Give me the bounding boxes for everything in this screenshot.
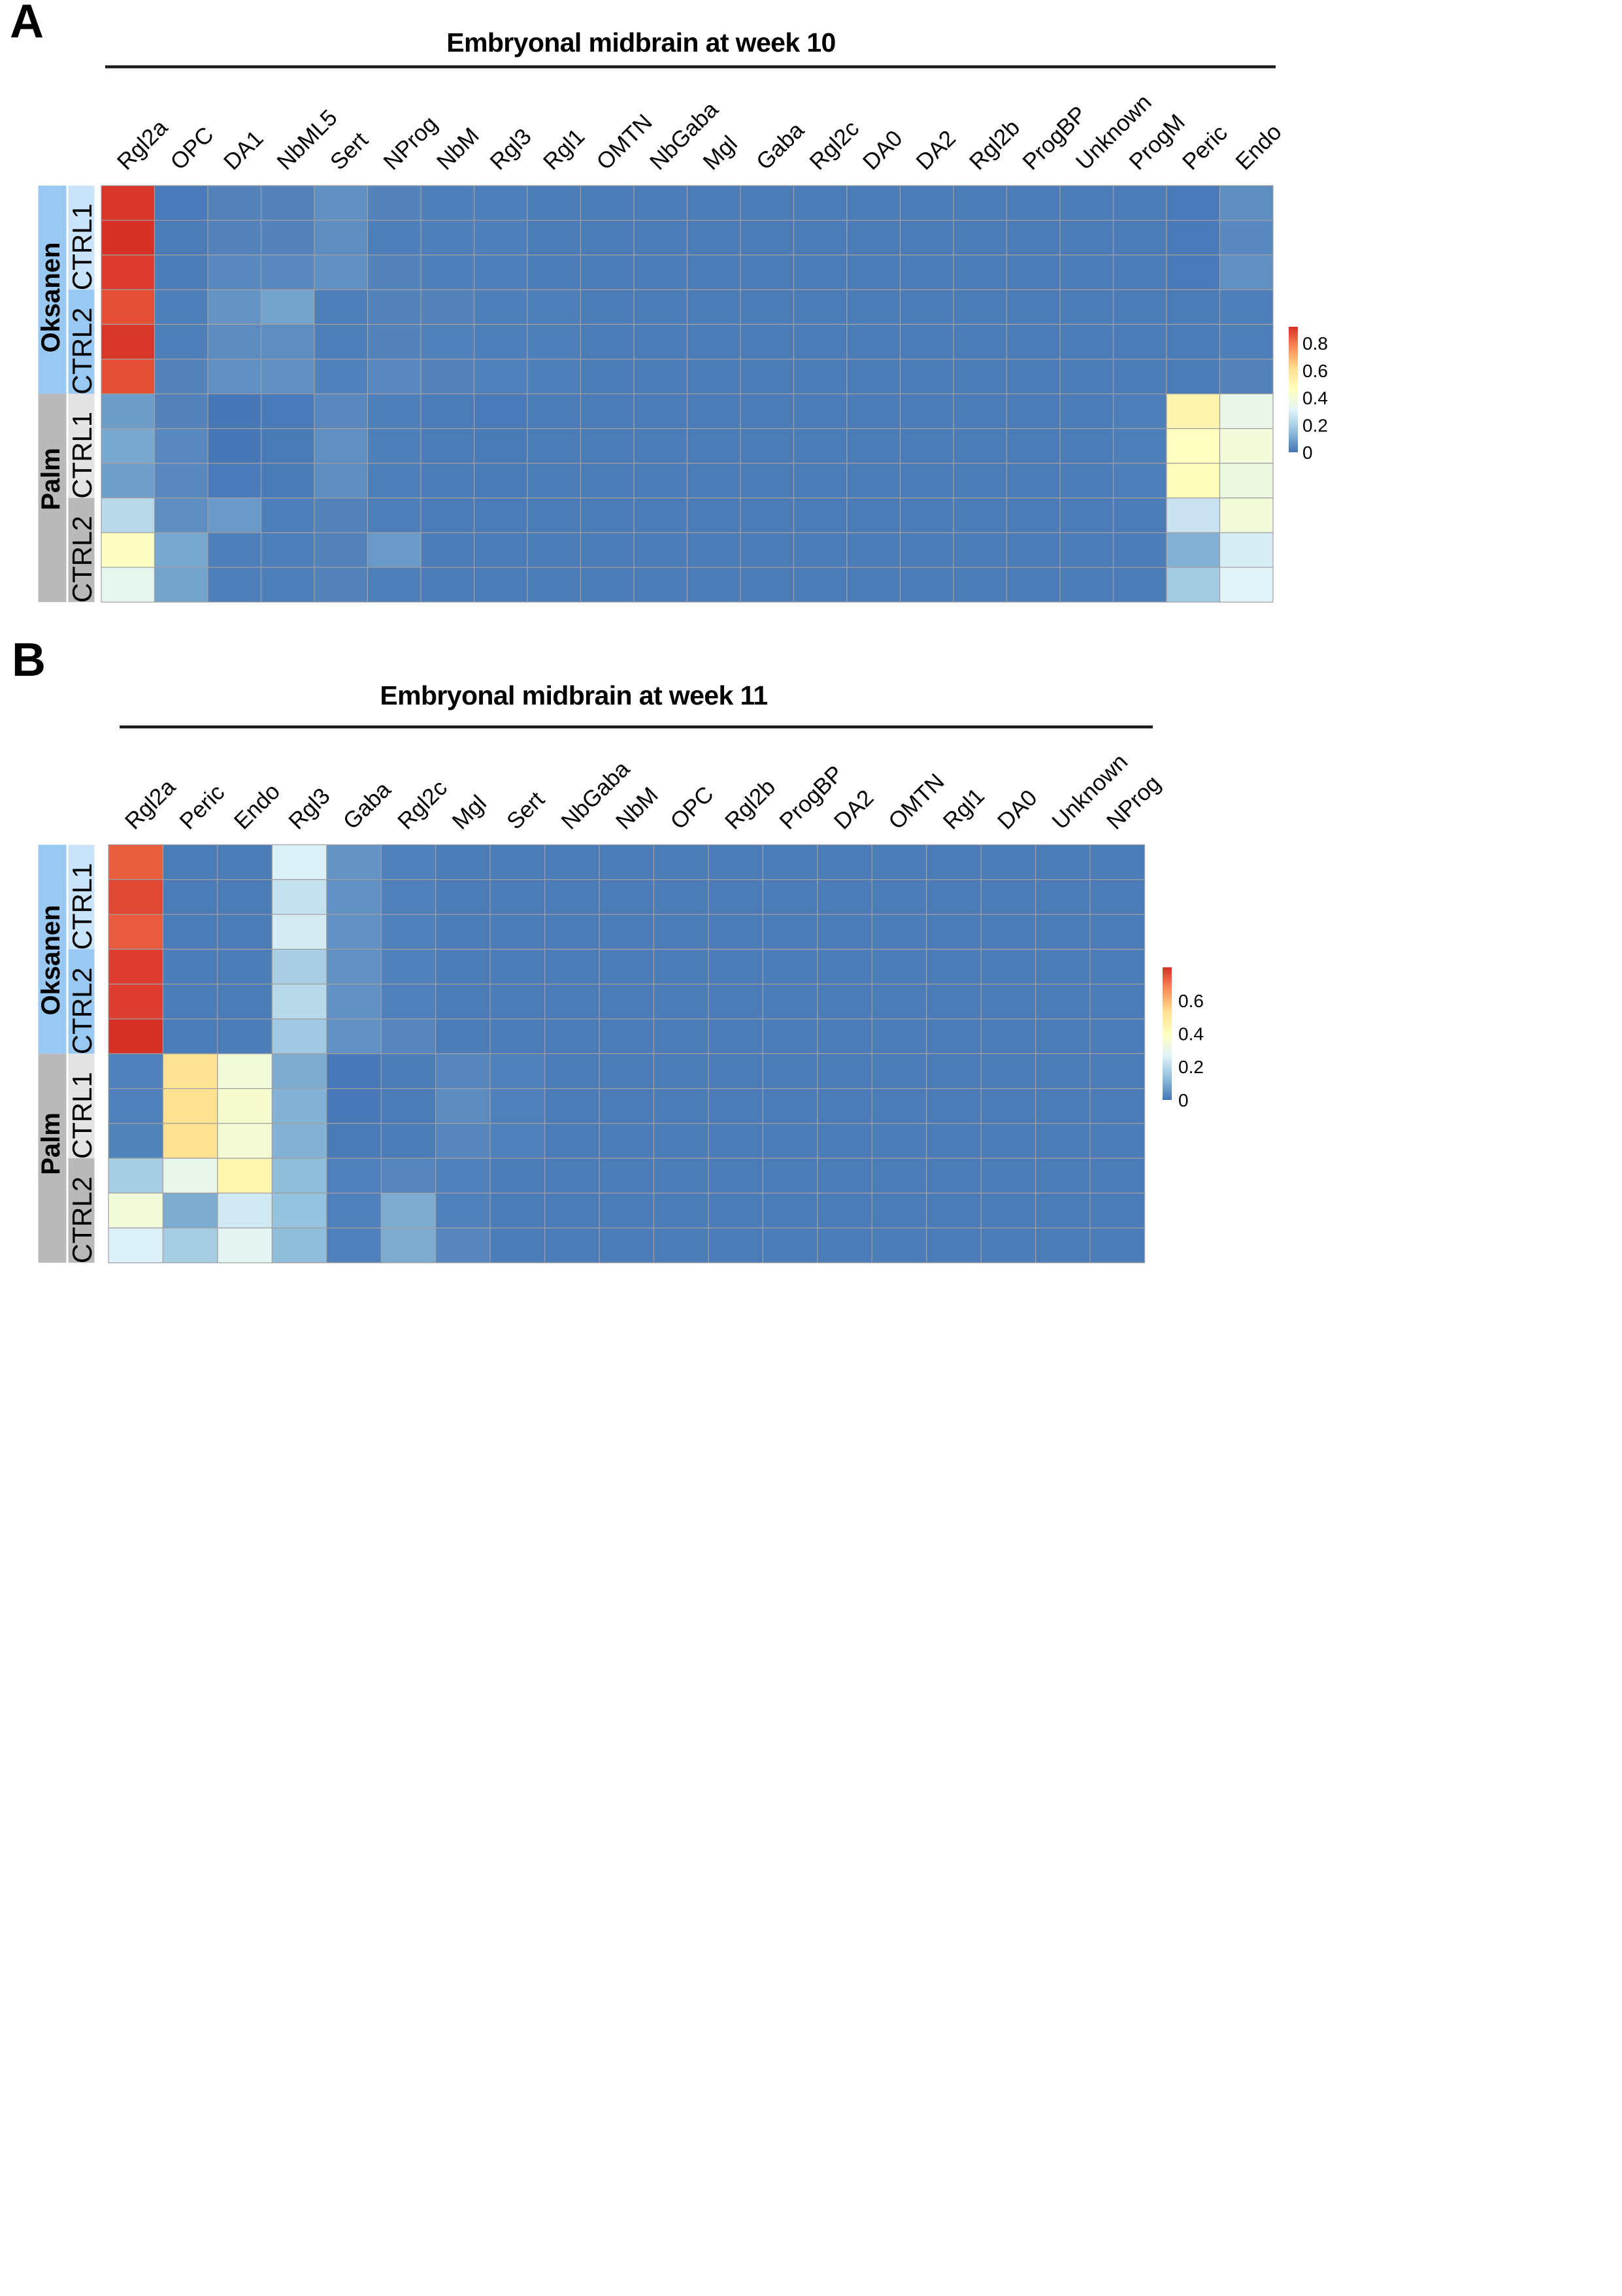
svg-text:0.8: 0.8 (1302, 333, 1328, 354)
svg-text:Embryonal midbrain at week 11: Embryonal midbrain at week 11 (380, 680, 767, 710)
svg-text:CTRL1: CTRL1 (67, 412, 97, 499)
svg-text:Embryonal midbrain at week 10: Embryonal midbrain at week 10 (446, 27, 836, 58)
svg-text:0.4: 0.4 (1302, 388, 1328, 408)
svg-text:CTRL2: CTRL2 (67, 1176, 97, 1263)
svg-text:B: B (12, 634, 46, 686)
svg-text:CTRL2: CTRL2 (67, 308, 97, 395)
svg-text:CTRL1: CTRL1 (67, 203, 97, 290)
svg-text:A: A (10, 0, 44, 48)
svg-text:0.2: 0.2 (1178, 1057, 1204, 1077)
svg-text:0.6: 0.6 (1302, 361, 1328, 381)
svg-text:0.2: 0.2 (1302, 415, 1328, 435)
svg-text:CTRL1: CTRL1 (67, 1072, 97, 1159)
svg-text:CTRL2: CTRL2 (67, 516, 97, 603)
svg-text:Oksanen: Oksanen (37, 242, 65, 353)
svg-text:0.4: 0.4 (1178, 1024, 1204, 1044)
svg-text:Palm: Palm (37, 448, 65, 510)
svg-text:CTRL1: CTRL1 (67, 863, 97, 950)
svg-text:0.6: 0.6 (1178, 991, 1204, 1011)
svg-text:0: 0 (1178, 1090, 1189, 1110)
svg-text:CTRL2: CTRL2 (67, 967, 97, 1054)
svg-text:Palm: Palm (37, 1112, 65, 1175)
svg-text:Oksanen: Oksanen (37, 905, 65, 1016)
svg-text:0: 0 (1302, 442, 1313, 463)
